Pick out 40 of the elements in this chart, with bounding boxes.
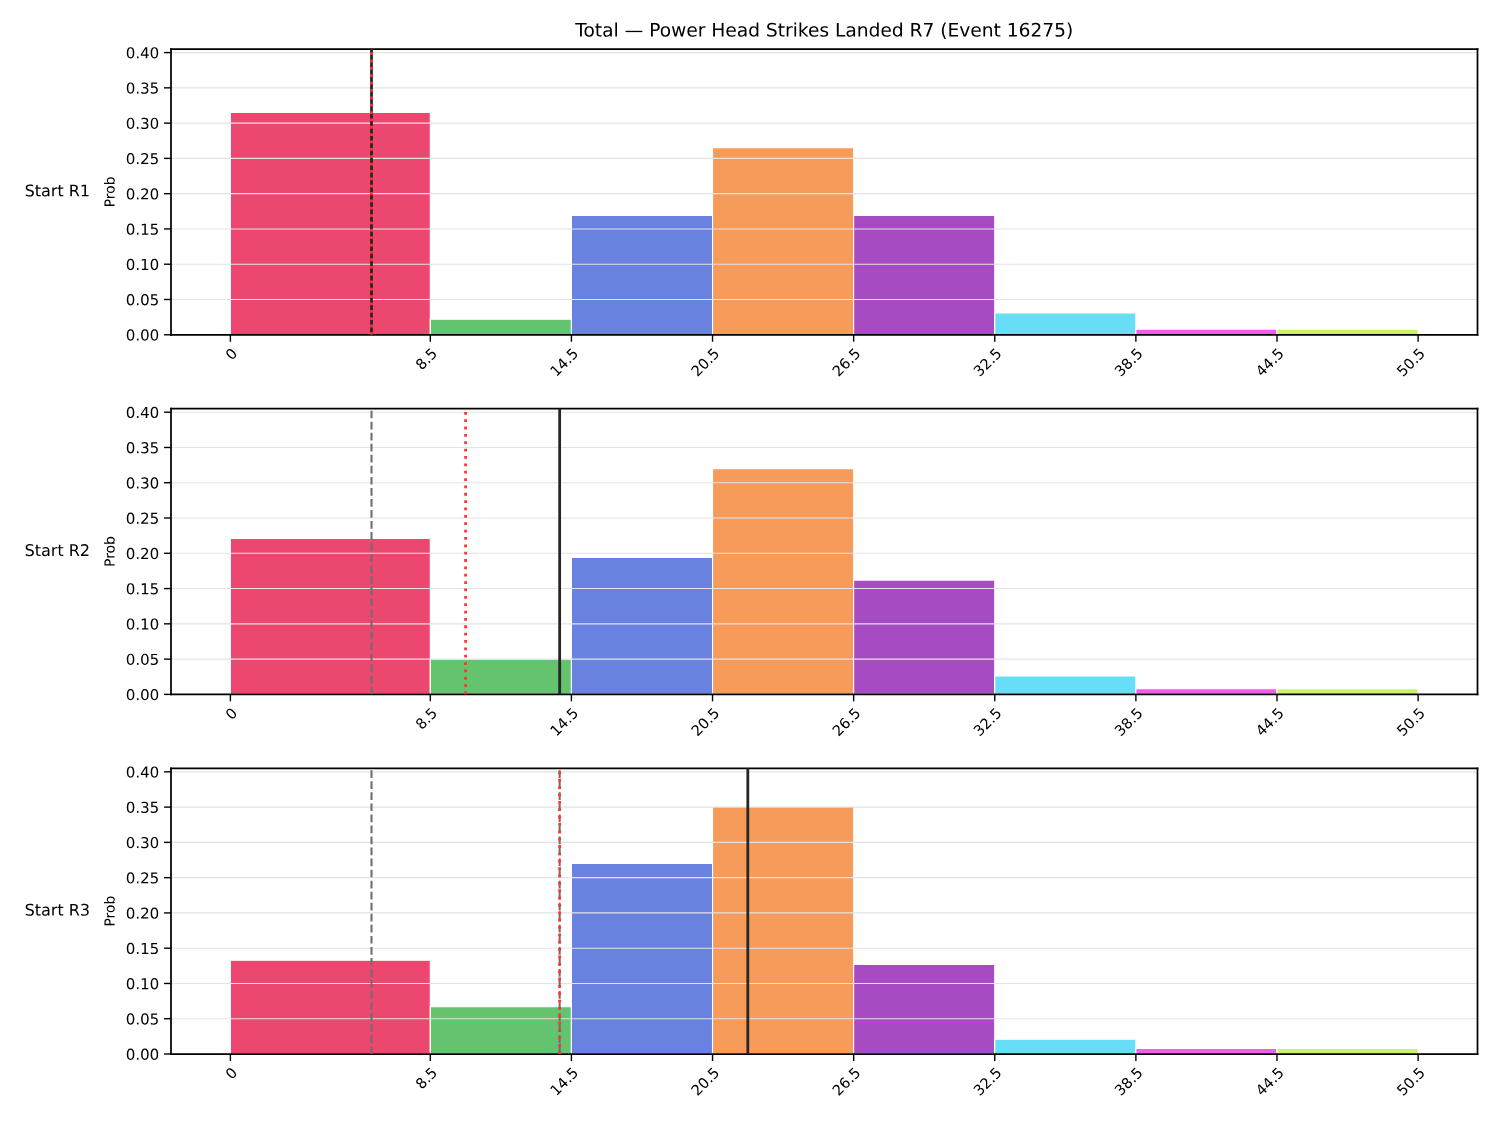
y-tick-label: 0.35: [126, 442, 158, 454]
y-tick-label: 0.40: [126, 766, 159, 778]
x-tick-label: 8.5: [414, 707, 438, 730]
y-tick-label: 0.30: [126, 836, 159, 849]
y-tick-label: 0.35: [126, 801, 158, 814]
y-tick-label: 0.10: [126, 618, 159, 630]
y-tick-label: 0.15: [126, 583, 158, 595]
y-axis-title: Prob: [104, 177, 115, 206]
y-tick-label: 0.00: [126, 329, 159, 341]
y-axis-title: Prob: [104, 536, 115, 566]
y-tick-label: 0.00: [126, 688, 159, 701]
y-tick-label: 0.30: [126, 477, 159, 489]
y-tick-label: 0.40: [126, 406, 159, 419]
y-tick-label: 0.30: [126, 117, 159, 130]
x-tick-label: 8.5: [414, 347, 438, 371]
y-tick-label: 0.25: [126, 512, 158, 524]
y-tick-label: 0.00: [126, 1048, 159, 1060]
x-tick-label: 0: [224, 1066, 238, 1080]
text: Start R2: [25, 544, 89, 557]
y-tick-label: 0.20: [126, 907, 159, 919]
y-tick-label: 0.10: [126, 978, 159, 990]
y-tick-label: 0.25: [126, 872, 158, 884]
y-tick-label: 0.05: [126, 1013, 158, 1025]
y-tick-label: 0.35: [126, 82, 158, 94]
y-tick-label: 0.20: [126, 188, 159, 200]
x-tick-label: 0: [224, 707, 238, 721]
x-tick-label: 8.5: [414, 1066, 438, 1090]
x-tick-label: 0: [224, 347, 238, 361]
chart-title: Total — Power Head Strikes Landed R7 (Event 16275): [575, 22, 1072, 39]
y-tick-label: 0.05: [126, 294, 158, 306]
y-tick-label: 0.05: [126, 653, 158, 666]
y-tick-label: 0.25: [126, 152, 158, 165]
text: Start R1: [25, 184, 89, 197]
y-axis-title: Prob: [104, 896, 115, 926]
y-tick-label: 0.15: [126, 223, 158, 235]
y-tick-label: 0.20: [126, 547, 159, 560]
y-tick-label: 0.10: [126, 258, 159, 271]
y-tick-label: 0.40: [126, 47, 159, 59]
text: Start R3: [25, 903, 89, 916]
y-tick-label: 0.15: [126, 942, 158, 955]
